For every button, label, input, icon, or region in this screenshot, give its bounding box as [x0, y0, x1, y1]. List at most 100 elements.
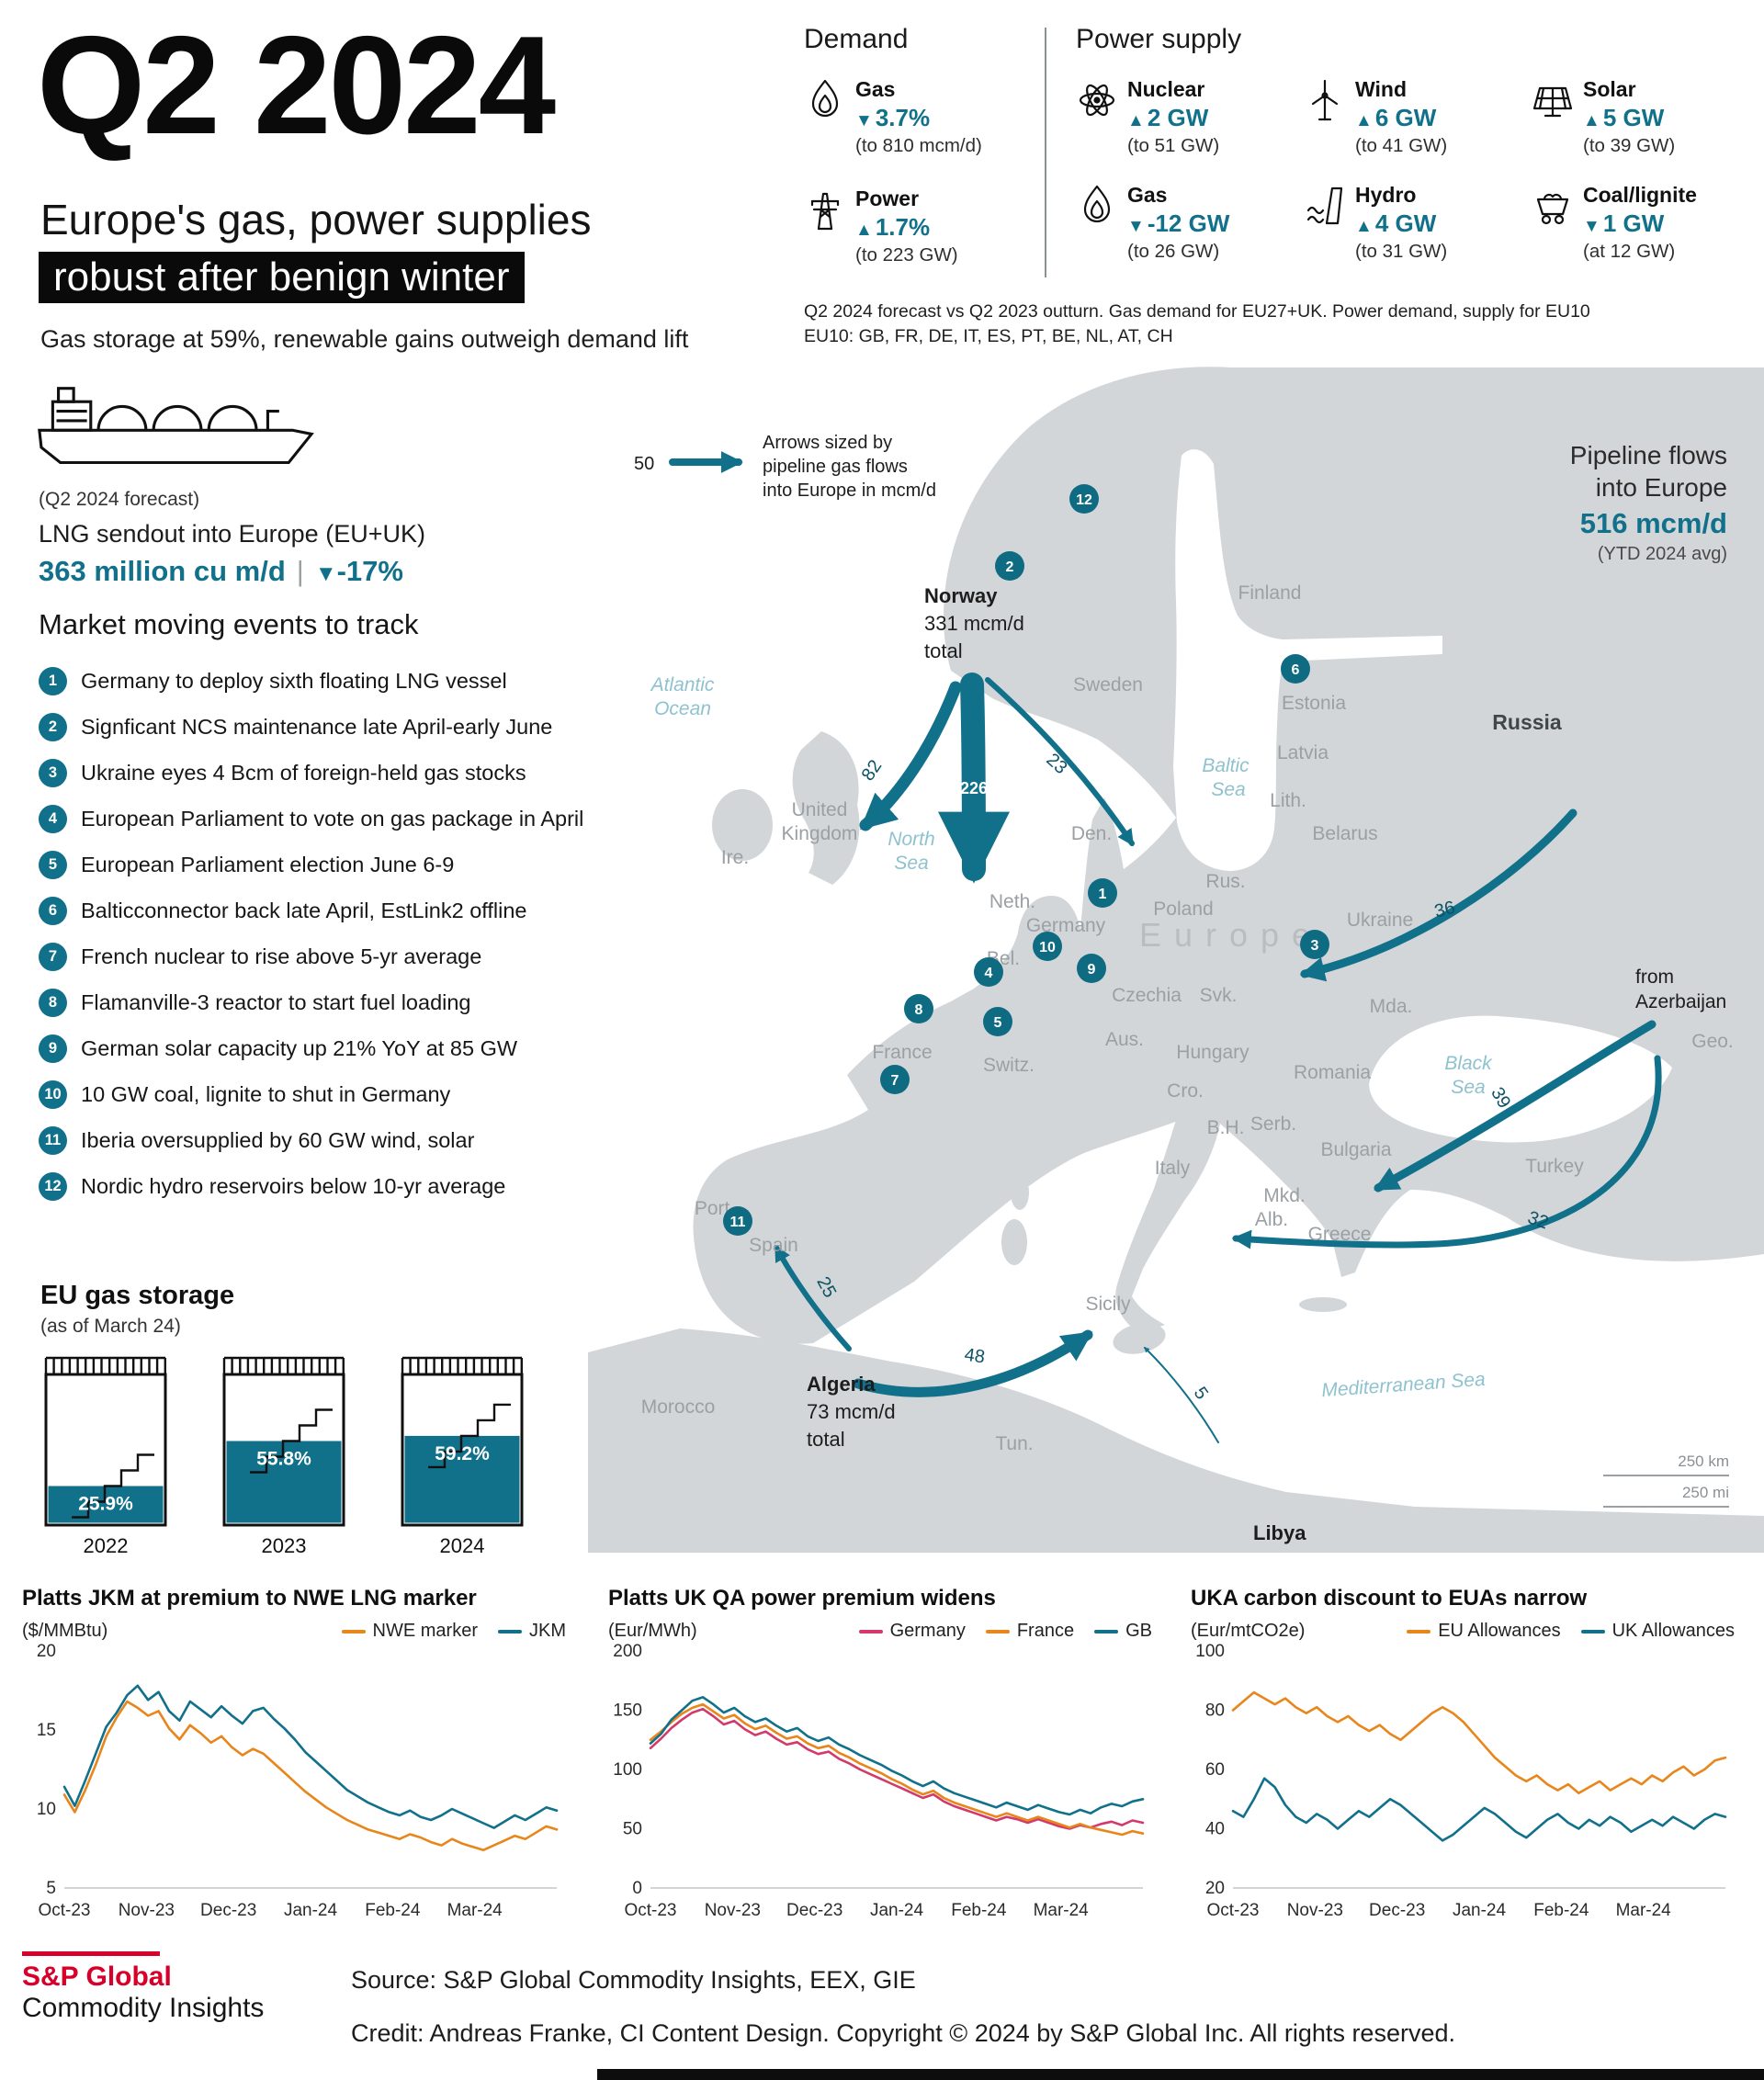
series-germany: [649, 1707, 1145, 1830]
ireland-island: [712, 789, 773, 861]
series-france: [649, 1702, 1145, 1837]
series-eu-allowances: [1231, 1690, 1727, 1795]
map-annotation-from: from: [1635, 967, 1674, 988]
flow-arrow-algeria-sicily: [853, 1329, 1093, 1397]
map-label-finland: Finland: [1238, 582, 1302, 604]
map-marker-4: 4: [974, 957, 1003, 987]
event-number-badge: 1: [39, 666, 67, 695]
lng-separator: |: [296, 555, 304, 587]
event-number-badge: 5: [39, 850, 67, 879]
map-annotation-50: 50: [634, 454, 654, 474]
legend-swatch: [498, 1629, 522, 1633]
legend-item-france: France: [985, 1621, 1074, 1642]
svg-text:25.9%: 25.9%: [78, 1494, 133, 1515]
map-marker-2: 2: [995, 551, 1024, 581]
svg-text:200: 200: [613, 1642, 642, 1661]
event-text: Ukraine eyes 4 Bcm of foreign-held gas s…: [81, 760, 526, 785]
down-triangle-icon: ▼: [1127, 217, 1145, 236]
sicily-island: [1113, 1323, 1166, 1354]
map-label-rus-: Rus.: [1205, 871, 1245, 892]
stat-item-solar: Solar ▲ 5 GW (to 39 GW): [1532, 77, 1759, 157]
sp-global-logo: S&P Global Commodity Insights: [22, 1951, 264, 2024]
series-uk-allowances: [1231, 1777, 1727, 1842]
stat-item-gas: Gas ▼ -12 GW (to 26 GW): [1076, 183, 1304, 263]
black-sea-shape: [1369, 1015, 1672, 1143]
event-item-5: 5 European Parliament election June 6-9: [39, 842, 583, 887]
event-text: 10 GW coal, lignite to shut in Germany: [81, 1081, 451, 1106]
subtitle-highlight: robust after benign winter: [39, 252, 525, 303]
svg-text:100: 100: [1195, 1642, 1225, 1661]
flow-arrow-azerbaijan: [1231, 1055, 1662, 1249]
event-item-11: 11 Iberia oversupplied by 60 GW wind, sol…: [39, 1117, 583, 1163]
up-triangle-icon: ▲: [1583, 111, 1600, 130]
event-item-3: 3 Ukraine eyes 4 Bcm of foreign-held gas …: [39, 750, 583, 796]
map-label-lith-: Lith.: [1270, 790, 1306, 811]
lng-forecast-note: (Q2 2024 forecast): [39, 489, 200, 510]
stat-change: ▲ 2 GW: [1127, 104, 1209, 131]
series-gb: [649, 1695, 1145, 1816]
stat-item-power: Power ▲ 1.7% (to 223 GW): [804, 187, 1039, 266]
svg-text:Oct-23: Oct-23: [624, 1901, 676, 1920]
north-africa-landmass: [588, 1328, 1764, 1553]
map-marker-3: 3: [1300, 930, 1329, 959]
svg-text:4: 4: [985, 966, 993, 981]
map-label-cro-: Cro.: [1167, 1080, 1204, 1102]
svg-text:Feb-24: Feb-24: [365, 1901, 421, 1920]
svg-text:11: 11: [730, 1215, 746, 1230]
map-label-estonia: Estonia: [1282, 693, 1346, 714]
events-list: 1 Germany to deploy sixth floating LNG ve…: [39, 658, 583, 1209]
events-heading: Market moving events to track: [39, 608, 419, 640]
svg-text:20: 20: [1205, 1879, 1225, 1898]
stats-divider: [1045, 28, 1046, 277]
map-label-sea: Sea: [894, 853, 928, 874]
svg-text:Mar-24: Mar-24: [447, 1901, 503, 1920]
svg-text:5: 5: [46, 1879, 56, 1898]
svg-text:100: 100: [613, 1760, 642, 1780]
map-label-bulgaria: Bulgaria: [1320, 1139, 1391, 1160]
map-annotation-pipeline-gas-flows: pipeline gas flows: [763, 457, 908, 477]
svg-text:1: 1: [1099, 887, 1107, 902]
legend-item-nwe-marker: NWE marker: [341, 1621, 478, 1642]
brand-name: S&P Global: [22, 1961, 172, 1992]
event-number-badge: 12: [39, 1171, 67, 1201]
chart-legend: NWE marker JKM: [341, 1621, 566, 1642]
event-number-badge: 3: [39, 758, 67, 787]
legend-item-jkm: JKM: [498, 1621, 566, 1642]
map-label-b-h-: B.H.: [1207, 1117, 1245, 1138]
flow-arrow-russia-ukraine: [1299, 808, 1577, 982]
event-item-8: 8 Flamanville-3 reactor to start fuel loa…: [39, 979, 583, 1025]
chart-y-unit: (Eur/mtCO2e): [1191, 1621, 1306, 1641]
map-annotation-total: total: [924, 639, 963, 662]
page-title: Q2 2024: [37, 7, 556, 164]
map-label-ocean: Ocean: [654, 698, 711, 719]
svg-text:80: 80: [1205, 1701, 1225, 1721]
map-label-sweden: Sweden: [1073, 674, 1143, 695]
solar-panel-icon: [1532, 77, 1574, 157]
svg-text:7: 7: [891, 1073, 899, 1089]
stat-change: ▲ 5 GW: [1583, 104, 1665, 131]
event-number-badge: 11: [39, 1125, 67, 1155]
map-label-turkey: Turkey: [1525, 1156, 1584, 1177]
map-label-geo-: Geo.: [1691, 1031, 1734, 1052]
svg-text:8: 8: [915, 1002, 923, 1018]
map-label-romania: Romania: [1294, 1062, 1371, 1083]
pipeline-total-box: Pipeline flows into Europe 516 mcm/d (YT…: [1323, 439, 1727, 565]
map-label-alb-: Alb.: [1255, 1209, 1288, 1230]
event-number-badge: 6: [39, 896, 67, 925]
stat-item-nuclear: Nuclear ▲ 2 GW (to 51 GW): [1076, 77, 1304, 157]
map-label-united: United: [792, 799, 848, 820]
map-label-mediterranean-sea: Mediterranean Sea: [1321, 1369, 1487, 1401]
map-marker-6: 6: [1281, 654, 1310, 684]
svg-text:Oct-23: Oct-23: [38, 1901, 90, 1920]
map-marker-11: 11: [723, 1206, 752, 1236]
event-text: German solar capacity up 21% YoY at 85 G…: [81, 1035, 518, 1060]
corsica-island: [1011, 1175, 1029, 1210]
flow-arrow-norway-denmark: [985, 677, 1135, 846]
chart-legend: Germany France GB: [858, 1621, 1152, 1642]
legend-item-germany: Germany: [858, 1621, 966, 1642]
legend-item-eu-allowances: EU Allowances: [1407, 1621, 1561, 1642]
map-label-russia: Russia: [1492, 710, 1562, 734]
flow-value-36: 36: [1432, 898, 1457, 922]
svg-text:10: 10: [37, 1800, 56, 1819]
